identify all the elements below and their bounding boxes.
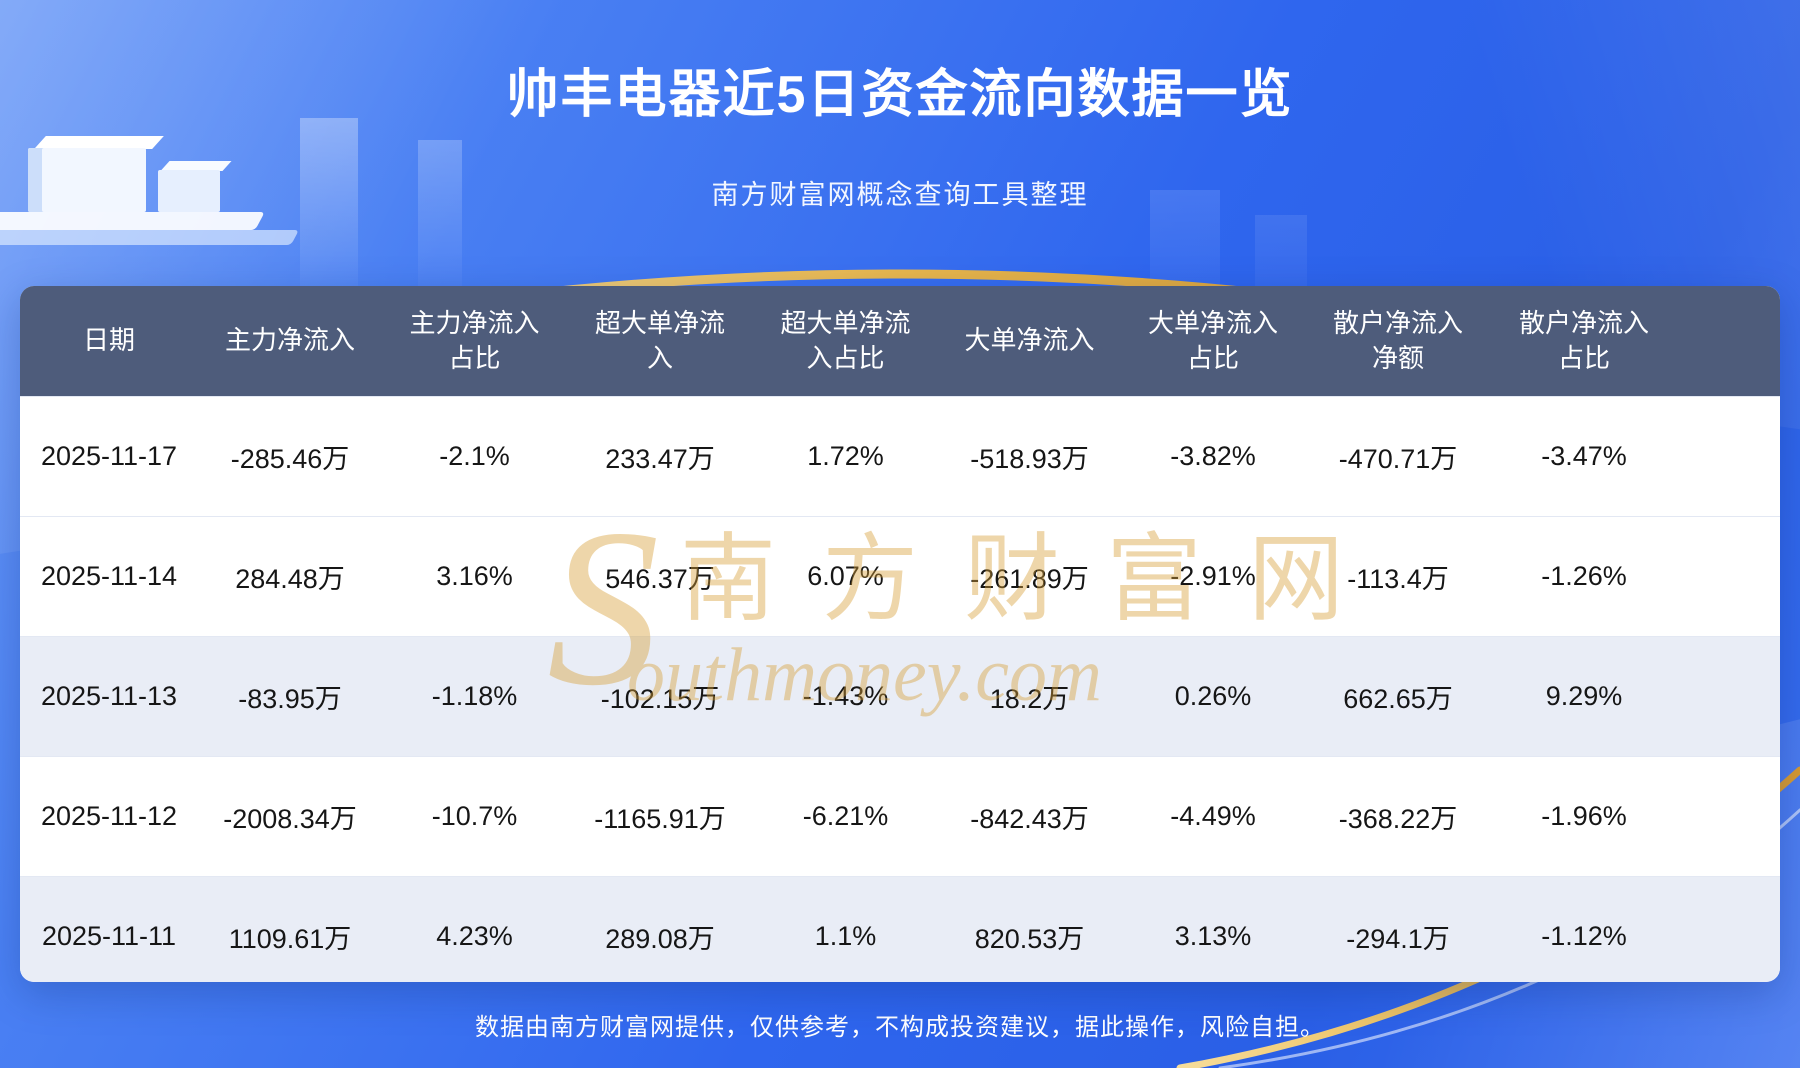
table-cell: -2.1%: [382, 396, 567, 517]
table-cell: -294.1万: [1305, 876, 1491, 982]
table-cell: 1109.61万: [198, 876, 382, 982]
table-row: 2025-11-14 284.48万 3.16% 546.37万 6.07% -…: [20, 516, 1780, 637]
table-cell: -1.18%: [382, 636, 567, 757]
table-cell: -1.96%: [1491, 756, 1677, 877]
table-cell: -1165.91万: [567, 756, 753, 877]
col-header-xl-order-net-inflow-pct: 超大单净流 入占比: [753, 286, 938, 397]
table-header: 日期 主力净流入 主力净流入 占比 超大单净流 入 超大单净流 入占比 大单净流…: [20, 286, 1780, 397]
table-cell: -285.46万: [198, 396, 382, 517]
table-cell: -10.7%: [382, 756, 567, 877]
table-cell: -102.15万: [567, 636, 753, 757]
table-cell-date: 2025-11-12: [20, 756, 198, 877]
table-cell: -3.47%: [1491, 396, 1677, 517]
col-header-main-net-inflow: 主力净流入: [198, 286, 382, 397]
table-cell: -3.82%: [1121, 396, 1305, 517]
table-cell: 6.07%: [753, 516, 938, 637]
table-row: 2025-11-11 1109.61万 4.23% 289.08万 1.1% 8…: [20, 876, 1780, 982]
page-subtitle: 南方财富网概念查询工具整理: [711, 180, 1089, 210]
col-header-large-order-net-inflow: 大单净流入: [938, 286, 1121, 397]
col-header-date: 日期: [20, 286, 198, 397]
building-illustration: [0, 212, 265, 230]
table-cell: -4.49%: [1121, 756, 1305, 877]
table-cell: -1.12%: [1491, 876, 1677, 982]
table-cell-filler: [1677, 516, 1780, 637]
table-body: 2025-11-17 -285.46万 -2.1% 233.47万 1.72% …: [20, 396, 1780, 982]
table-cell: 1.1%: [753, 876, 938, 982]
table-cell: -83.95万: [198, 636, 382, 757]
fund-flow-table: 日期 主力净流入 主力净流入 占比 超大单净流 入 超大单净流 入占比 大单净流…: [20, 286, 1780, 982]
table-cell: -1.43%: [753, 636, 938, 757]
table-cell: -470.71万: [1305, 396, 1491, 517]
table-cell: 18.2万: [938, 636, 1121, 757]
table-cell: 233.47万: [567, 396, 753, 517]
table-row: 2025-11-12 -2008.34万 -10.7% -1165.91万 -6…: [20, 756, 1780, 877]
col-header-main-net-inflow-pct: 主力净流入 占比: [382, 286, 567, 397]
table-cell: 662.65万: [1305, 636, 1491, 757]
col-header-retail-net-inflow-pct: 散户净流入 占比: [1491, 286, 1677, 397]
table-cell-filler: [1677, 756, 1780, 877]
col-header-retail-net-inflow: 散户净流入 净额: [1305, 286, 1491, 397]
page-title: 帅丰电器近5日资金流向数据一览: [506, 66, 1294, 124]
table-cell: 9.29%: [1491, 636, 1677, 757]
table-cell: 0.26%: [1121, 636, 1305, 757]
col-header-filler: [1677, 286, 1780, 397]
table-header-row: 日期 主力净流入 主力净流入 占比 超大单净流 入 超大单净流 入占比 大单净流…: [20, 286, 1780, 397]
table-cell-filler: [1677, 636, 1780, 757]
table-cell: -2.91%: [1121, 516, 1305, 637]
table-cell-filler: [1677, 396, 1780, 517]
table-cell: 820.53万: [938, 876, 1121, 982]
table-cell: -261.89万: [938, 516, 1121, 637]
table-cell: 3.16%: [382, 516, 567, 637]
table-row: 2025-11-13 -83.95万 -1.18% -102.15万 -1.43…: [20, 636, 1780, 757]
table-cell: 1.72%: [753, 396, 938, 517]
table-cell-date: 2025-11-14: [20, 516, 198, 637]
table-cell: 289.08万: [567, 876, 753, 982]
hero: 帅丰电器近5日资金流向数据一览 南方财富网概念查询工具整理: [0, 0, 1800, 212]
table-cell: 3.13%: [1121, 876, 1305, 982]
table-cell: -6.21%: [753, 756, 938, 877]
table-cell: -518.93万: [938, 396, 1121, 517]
table-row: 2025-11-17 -285.46万 -2.1% 233.47万 1.72% …: [20, 396, 1780, 517]
building-illustration: [0, 230, 299, 245]
table-cell: -2008.34万: [198, 756, 382, 877]
table-cell: 4.23%: [382, 876, 567, 982]
disclaimer-text: 数据由南方财富网提供，仅供参考，不构成投资建议，据此操作，风险自担。: [475, 1014, 1325, 1041]
fund-flow-table-grid: 日期 主力净流入 主力净流入 占比 超大单净流 入 超大单净流 入占比 大单净流…: [20, 286, 1780, 982]
table-cell: -113.4万: [1305, 516, 1491, 637]
table-cell-filler: [1677, 876, 1780, 982]
table-cell-date: 2025-11-13: [20, 636, 198, 757]
table-cell: 284.48万: [198, 516, 382, 637]
table-cell: -842.43万: [938, 756, 1121, 877]
table-cell: -1.26%: [1491, 516, 1677, 637]
table-cell-date: 2025-11-11: [20, 876, 198, 982]
col-header-large-order-net-inflow-pct: 大单净流入 占比: [1121, 286, 1305, 397]
table-cell: 546.37万: [567, 516, 753, 637]
col-header-xl-order-net-inflow: 超大单净流 入: [567, 286, 753, 397]
table-cell: -368.22万: [1305, 756, 1491, 877]
table-cell-date: 2025-11-17: [20, 396, 198, 517]
